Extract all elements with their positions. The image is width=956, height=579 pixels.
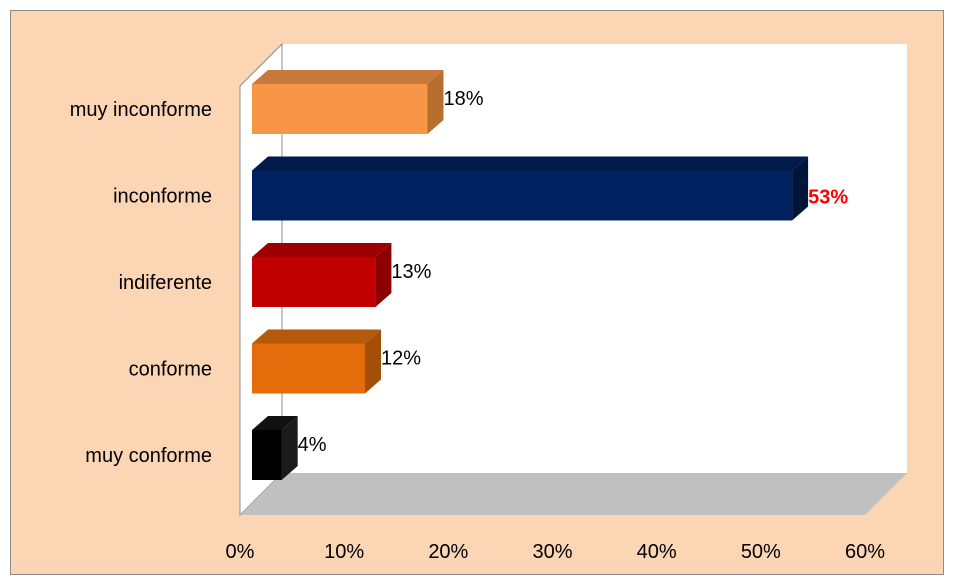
bar-front xyxy=(252,170,793,221)
x-tick-label: 20% xyxy=(428,541,468,563)
category-label: muy inconforme xyxy=(70,99,212,121)
bar-side xyxy=(375,243,392,307)
x-tick-label: 60% xyxy=(845,541,885,563)
category-labels: muy inconforme inconforme indiferente confo… xyxy=(70,99,212,467)
bar-front xyxy=(252,84,428,134)
category-label: muy conforme xyxy=(85,445,212,467)
bar-front xyxy=(252,257,376,307)
data-label: 53% xyxy=(808,187,848,209)
bar xyxy=(252,70,444,134)
x-tick-label: 40% xyxy=(637,541,677,563)
bar xyxy=(252,156,809,221)
bar-top xyxy=(252,243,392,257)
bar-top xyxy=(252,416,298,430)
bar-side xyxy=(365,329,381,394)
data-label: 4% xyxy=(298,434,327,456)
x-tick-label: 10% xyxy=(324,541,364,563)
category-label: inconforme xyxy=(113,186,212,208)
x-tick-label: 0% xyxy=(226,541,255,563)
bars xyxy=(252,70,809,480)
bar-side xyxy=(427,70,444,134)
bar-side xyxy=(281,416,298,480)
bar-side xyxy=(792,156,809,221)
bar xyxy=(252,243,392,307)
bar xyxy=(252,416,298,480)
floor xyxy=(240,473,907,515)
x-axis-ticks: 0% 10% 20% 30% 40% 50% 60% xyxy=(226,541,886,563)
bar-front xyxy=(252,430,282,480)
bar xyxy=(252,329,381,394)
x-tick-label: 50% xyxy=(741,541,781,563)
bar-front xyxy=(252,343,365,394)
x-tick-label: 30% xyxy=(532,541,572,563)
data-label: 13% xyxy=(391,261,431,283)
data-label: 18% xyxy=(444,88,484,110)
bar-top xyxy=(252,329,381,344)
category-label: conforme xyxy=(129,359,212,381)
bar-top xyxy=(252,70,444,84)
data-labels: 18% 53% 13% 12% 4% xyxy=(298,88,849,456)
category-label: indiferente xyxy=(119,272,212,294)
back-wall xyxy=(282,44,907,473)
bar-top xyxy=(252,156,809,171)
data-label: 12% xyxy=(381,348,421,370)
